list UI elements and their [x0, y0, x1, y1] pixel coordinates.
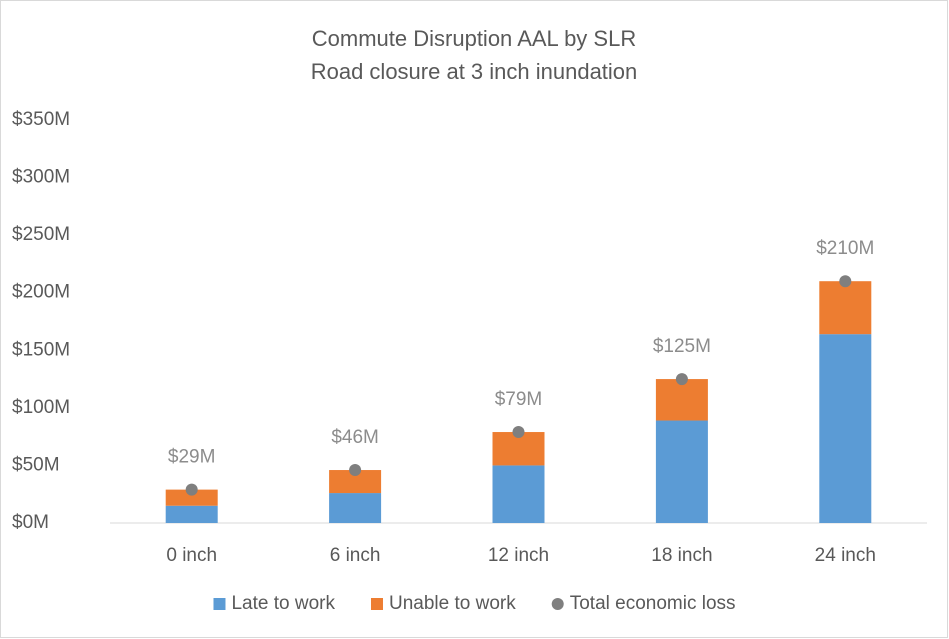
data-label: $46M [331, 427, 379, 448]
bar-segment [819, 281, 872, 335]
legend-item: Late to work [213, 593, 335, 614]
bar-segment [165, 505, 218, 523]
chart-subtitle: Road closure at 3 inch inundation [311, 59, 638, 84]
total-point [675, 373, 688, 386]
data-label: $125M [653, 336, 711, 357]
bar-segment [329, 470, 382, 494]
data-label: $29M [168, 447, 216, 468]
y-tick-label: $100M [12, 397, 70, 418]
legend-label: Late to work [231, 593, 335, 614]
y-tick-label: $250M [12, 224, 70, 245]
bar-segment [492, 465, 545, 523]
total-point [349, 464, 362, 477]
legend-marker [370, 598, 383, 610]
x-tick-label: 18 inch [651, 545, 712, 566]
y-tick-label: $150M [12, 339, 70, 360]
legend-marker [551, 598, 564, 610]
legend-label: Total economic loss [570, 593, 736, 614]
bar-segment [329, 493, 382, 523]
data-label: $79M [495, 389, 543, 410]
bar-segment [655, 379, 708, 421]
total-point [839, 275, 852, 288]
legend-item: Total economic loss [551, 593, 736, 614]
y-tick-label: $50M [12, 454, 60, 475]
bar-segment [655, 420, 708, 523]
y-tick-label: $300M [12, 167, 70, 188]
data-label: $210M [816, 238, 874, 259]
x-tick-label: 6 inch [330, 545, 381, 566]
x-tick-label: 24 inch [815, 545, 876, 566]
y-tick-label: $0M [12, 512, 49, 533]
y-tick-label: $200M [12, 282, 70, 303]
y-tick-label: $350M [12, 109, 70, 130]
legend-item: Unable to work [370, 593, 516, 614]
bar-segment [165, 489, 218, 506]
total-point [185, 483, 198, 496]
legend-marker [213, 598, 226, 610]
bar-segment [819, 334, 872, 523]
x-tick-label: 12 inch [488, 545, 549, 566]
total-point [512, 426, 525, 439]
x-tick-label: 0 inch [166, 545, 217, 566]
chart-title: Commute Disruption AAL by SLR [312, 26, 636, 51]
legend-label: Unable to work [389, 593, 516, 614]
